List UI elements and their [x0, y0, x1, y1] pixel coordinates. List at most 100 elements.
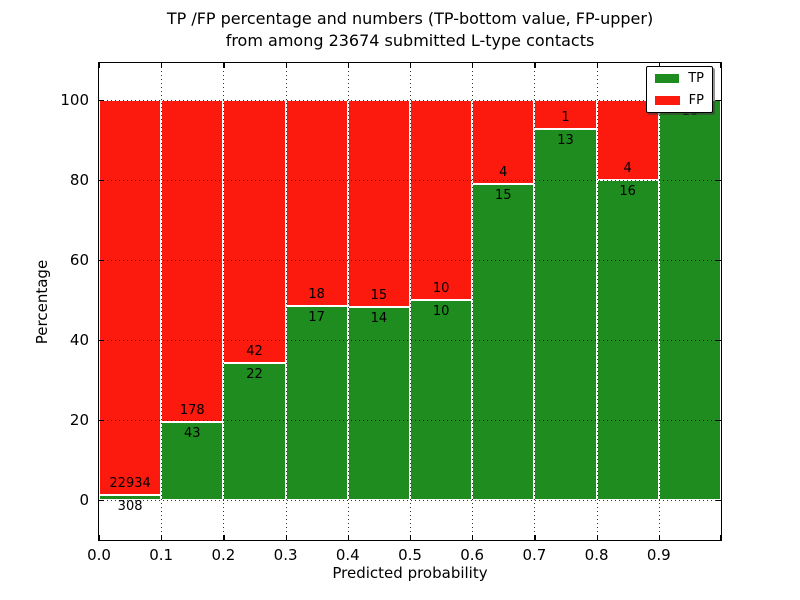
tp-bar-segment — [534, 128, 597, 500]
x-tick-mark — [223, 535, 225, 540]
x-tick-mark — [658, 535, 660, 540]
x-tick-label: 0.5 — [398, 546, 422, 564]
x-tick-mark — [596, 535, 598, 540]
legend: TP FP — [646, 66, 713, 113]
tp-bar-segment — [161, 422, 224, 500]
x-axis-title: Predicted probability — [332, 564, 488, 582]
y-tick-mark — [99, 260, 104, 262]
tp-bar-segment — [410, 300, 473, 500]
x-gridline — [347, 63, 349, 540]
x-gridline — [223, 63, 225, 540]
fp-bar-segment — [472, 100, 535, 185]
y-tick-mark — [99, 180, 104, 182]
x-tick-label: 0.3 — [273, 546, 298, 564]
fp-legend-swatch — [655, 96, 680, 105]
x-tick-mark — [99, 63, 101, 68]
x-tick-label: 0.0 — [87, 546, 111, 564]
x-tick-mark — [719, 63, 721, 68]
tp-bar-segment — [472, 184, 535, 500]
fp-count-label: 4 — [623, 161, 632, 176]
x-tick-mark — [161, 63, 163, 68]
y-tick-label: 0 — [79, 491, 89, 509]
x-gridline — [534, 63, 536, 540]
y-gridline — [99, 420, 721, 421]
tp-count-label: 308 — [117, 498, 143, 514]
y-tick-mark — [716, 340, 721, 342]
x-tick-mark — [719, 535, 721, 540]
fp-bar-segment — [347, 100, 410, 307]
tp-count-label: 16 — [619, 184, 636, 199]
tp-count-label: 14 — [370, 310, 388, 326]
x-tick-label: 0.4 — [335, 546, 360, 564]
fp-bar-segment — [223, 100, 286, 363]
x-tick-mark — [285, 63, 287, 68]
x-tick-label: 0.9 — [646, 546, 671, 564]
tp-bar-segment — [223, 362, 286, 500]
fp-bar-segment — [99, 100, 162, 495]
y-tick-label: 100 — [60, 91, 89, 109]
y-gridline — [99, 260, 721, 261]
tp-bar-segment — [658, 100, 721, 500]
y-tick-label: 20 — [69, 411, 89, 429]
fp-count-label: 42 — [246, 343, 263, 359]
y-axis-title: Percentage — [33, 259, 51, 345]
x-tick-mark — [99, 535, 101, 540]
x-tick-mark — [534, 63, 536, 68]
y-tick-mark — [716, 260, 721, 262]
y-tick-mark — [99, 340, 104, 342]
x-gridline — [596, 63, 598, 540]
chart-title-line2: from among 23674 submitted L-type contac… — [225, 31, 595, 50]
y-tick-mark — [99, 420, 104, 422]
tp-count-label: 10 — [432, 304, 450, 319]
y-tick-mark — [716, 100, 721, 102]
x-gridline — [472, 63, 474, 540]
x-tick-mark — [285, 535, 287, 540]
legend-row-tp: TP — [655, 71, 704, 86]
y-tick-label: 60 — [69, 251, 89, 269]
tp-count-label: 15 — [495, 188, 512, 204]
x-tick-mark — [472, 63, 474, 68]
y-gridline — [99, 340, 721, 341]
fp-count-label: 1 — [561, 109, 570, 125]
fp-bar-segment — [161, 100, 224, 423]
x-tick-mark — [534, 535, 536, 540]
fp-count-label: 4 — [499, 165, 508, 181]
tp-legend-swatch — [655, 74, 680, 83]
y-tick-label: 40 — [69, 331, 89, 349]
x-tick-label: 0.8 — [584, 546, 609, 564]
x-gridline — [285, 63, 287, 540]
x-tick-label: 0.1 — [149, 546, 174, 564]
x-tick-mark — [223, 63, 225, 68]
chart-title: TP /FP percentage and numbers (TP-bottom… — [99, 8, 721, 52]
y-tick-mark — [716, 500, 721, 502]
y-tick-label: 80 — [69, 171, 89, 189]
x-tick-label: 0.6 — [460, 546, 485, 564]
fp-bar-segment — [410, 100, 473, 300]
x-tick-mark — [161, 535, 163, 540]
x-tick-mark — [472, 535, 474, 540]
x-tick-mark — [658, 63, 660, 68]
y-gridline — [99, 500, 721, 501]
fp-count-label: 15 — [370, 287, 388, 303]
fp-count-label: 18 — [308, 286, 325, 302]
legend-row-fp: FP — [655, 93, 704, 108]
tp-count-label: 13 — [557, 132, 574, 148]
fp-count-label: 10 — [432, 281, 450, 296]
tp-count-label: 22 — [246, 366, 263, 382]
tp-bar-segment — [99, 494, 162, 500]
x-gridline — [410, 63, 411, 540]
tp-count-label: 43 — [184, 426, 201, 442]
x-tick-mark — [410, 63, 412, 68]
tp-bar-segment — [285, 305, 348, 500]
plot-area: 2293430817843422218171514101041511341610… — [98, 62, 722, 541]
y-tick-mark — [99, 500, 104, 502]
x-tick-label: 0.2 — [211, 546, 236, 564]
y-tick-mark — [716, 420, 721, 422]
fp-count-label: 178 — [179, 403, 205, 419]
tp-legend-label: TP — [688, 71, 704, 86]
x-tick-mark — [410, 535, 412, 540]
x-tick-mark — [347, 535, 349, 540]
y-tick-mark — [99, 100, 104, 102]
x-tick-label: 0.7 — [522, 546, 547, 564]
